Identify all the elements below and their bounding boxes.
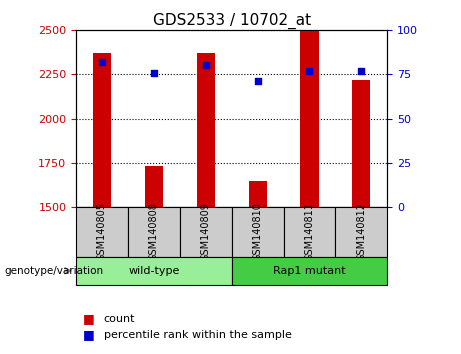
Bar [76, 257, 231, 285]
Bar [231, 257, 387, 285]
Bar [76, 207, 128, 257]
Bar [284, 207, 336, 257]
Text: GSM140810: GSM140810 [253, 202, 263, 261]
Point [358, 68, 365, 74]
Title: GDS2533 / 10702_at: GDS2533 / 10702_at [153, 12, 311, 29]
Text: count: count [104, 314, 135, 324]
Bar [301, 30, 319, 207]
Text: Rap1 mutant: Rap1 mutant [273, 266, 346, 276]
Text: percentile rank within the sample: percentile rank within the sample [104, 330, 292, 339]
Text: GSM140808: GSM140808 [149, 202, 159, 261]
Point [150, 70, 158, 75]
Bar [145, 166, 163, 207]
Text: ■: ■ [83, 328, 95, 341]
Text: ■: ■ [83, 312, 95, 325]
Point [202, 63, 209, 68]
Text: GSM140809: GSM140809 [201, 202, 211, 261]
Bar [231, 207, 284, 257]
Bar [197, 53, 215, 207]
Bar [248, 181, 266, 207]
Text: wild-type: wild-type [128, 266, 179, 276]
Point [98, 59, 106, 65]
Text: genotype/variation: genotype/variation [5, 266, 104, 276]
Text: GSM140812: GSM140812 [356, 202, 366, 261]
Text: GSM140811: GSM140811 [304, 202, 314, 261]
Bar [93, 53, 111, 207]
Bar [180, 207, 231, 257]
Bar [336, 207, 387, 257]
Text: GSM140805: GSM140805 [97, 202, 107, 261]
Bar [352, 80, 370, 207]
Point [306, 68, 313, 74]
Point [254, 79, 261, 84]
Bar [128, 207, 180, 257]
